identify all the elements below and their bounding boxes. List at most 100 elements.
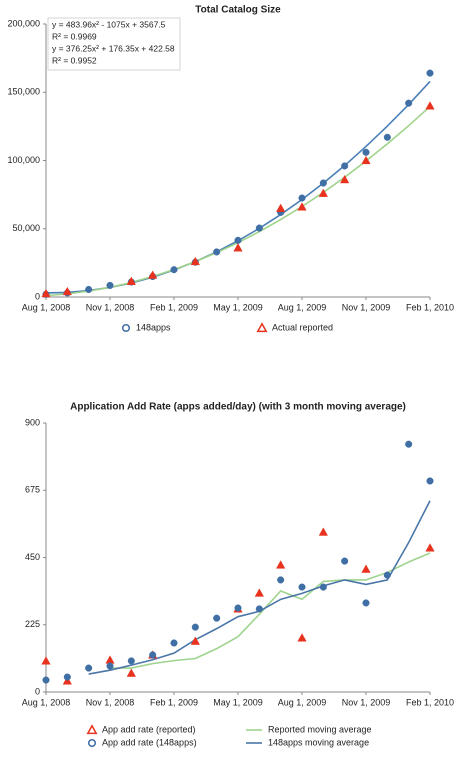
x-tick-label: Nov 1, 2009	[342, 697, 391, 707]
data-point	[383, 133, 391, 141]
data-point	[318, 188, 328, 197]
moving-average-line	[88, 500, 431, 675]
trendline	[45, 105, 431, 297]
y-tick-label: 450	[25, 552, 40, 562]
data-point	[85, 664, 93, 672]
data-point	[297, 202, 307, 211]
legend-symbol	[121, 323, 131, 333]
annotation-box	[47, 17, 181, 71]
y-tick-label: 0	[35, 686, 40, 696]
x-tick-label: Nov 1, 2009	[342, 302, 391, 312]
legend-label: Actual reported	[272, 322, 333, 332]
y-tick-label: 100,000	[7, 155, 40, 165]
data-point	[255, 605, 263, 613]
x-tick-label: Feb 1, 2009	[150, 697, 198, 707]
annotation: R² = 0.9969	[52, 31, 97, 41]
chart-title: Total Catalog Size	[195, 5, 281, 16]
legend-symbol	[87, 738, 97, 748]
y-tick-label: 0	[35, 291, 40, 301]
legend-label: App add rate (reported)	[102, 724, 196, 734]
data-point	[42, 676, 50, 684]
moving-average-line	[110, 552, 431, 669]
data-point	[41, 656, 51, 665]
data-point	[255, 224, 263, 232]
data-point	[126, 668, 136, 677]
x-tick-label: Aug 1, 2008	[22, 697, 71, 707]
x-tick-label: Nov 1, 2008	[86, 697, 135, 707]
x-tick-label: Feb 1, 2010	[406, 302, 454, 312]
data-point	[426, 69, 434, 77]
data-point	[170, 266, 178, 274]
data-point	[298, 194, 306, 202]
trendline	[45, 80, 431, 294]
x-tick-label: Aug 1, 2009	[278, 302, 327, 312]
data-point	[340, 174, 350, 184]
x-tick-label: Feb 1, 2009	[150, 302, 198, 312]
x-tick-label: May 1, 2009	[213, 697, 263, 707]
data-point	[233, 243, 243, 252]
y-tick-label: 50,000	[12, 223, 40, 233]
data-point	[362, 599, 370, 607]
y-tick-label: 900	[25, 417, 40, 427]
legend-label: App add rate (148apps)	[102, 737, 197, 747]
data-point	[341, 557, 349, 565]
data-point	[318, 527, 328, 536]
legend-label: 148apps moving average	[268, 737, 369, 747]
data-point	[85, 285, 93, 294]
data-point	[361, 564, 371, 573]
chart-title: Application Add Rate (apps added/day) (w…	[70, 402, 406, 413]
data-point	[297, 633, 307, 642]
y-tick-label: 150,000	[7, 87, 40, 97]
data-point	[234, 604, 242, 612]
y-tick-label: 225	[25, 619, 40, 629]
data-point	[362, 148, 370, 156]
data-point	[383, 571, 391, 579]
data-point	[425, 101, 435, 110]
legend-symbol	[86, 724, 98, 735]
data-point	[426, 477, 434, 485]
annotation: y = 483.96x² - 1075x + 3567.5	[52, 19, 166, 29]
data-point	[105, 655, 115, 664]
x-tick-label: May 1, 2009	[213, 302, 263, 312]
x-tick-label: Feb 1, 2010	[406, 697, 454, 707]
data-point	[148, 270, 158, 279]
x-tick-label: Aug 1, 2009	[278, 697, 327, 707]
data-point	[170, 639, 178, 647]
data-point	[106, 662, 114, 670]
data-point	[62, 286, 72, 296]
data-point	[190, 636, 200, 645]
data-point	[41, 288, 51, 298]
legend-symbol	[256, 322, 268, 333]
data-point	[405, 99, 413, 107]
data-point	[106, 281, 114, 289]
legend-label: 148apps	[136, 322, 171, 332]
y-tick-label: 200,000	[7, 18, 40, 28]
y-tick-label: 675	[25, 485, 40, 495]
x-tick-label: Aug 1, 2008	[22, 302, 71, 312]
data-point	[126, 276, 136, 285]
x-tick-label: Nov 1, 2008	[86, 302, 135, 312]
annotation: y = 376.25x² + 176.35x + 422.58	[52, 43, 175, 53]
data-point	[213, 614, 221, 622]
data-point	[277, 576, 285, 584]
data-point	[361, 155, 371, 165]
legend-label: Reported moving average	[268, 724, 372, 734]
data-point	[191, 623, 199, 631]
data-point	[319, 583, 327, 591]
data-point	[63, 673, 71, 681]
data-point	[341, 162, 349, 170]
data-point	[127, 657, 135, 665]
data-point	[425, 543, 435, 552]
annotation: R² = 0.9952	[52, 55, 97, 65]
data-point	[254, 588, 264, 597]
data-point	[213, 248, 221, 256]
data-point	[190, 256, 200, 266]
data-point	[276, 560, 286, 569]
data-point	[149, 651, 157, 659]
data-point	[298, 583, 306, 591]
data-point	[276, 203, 286, 212]
data-point	[405, 440, 413, 448]
data-point	[234, 236, 242, 244]
data-point	[319, 179, 327, 187]
